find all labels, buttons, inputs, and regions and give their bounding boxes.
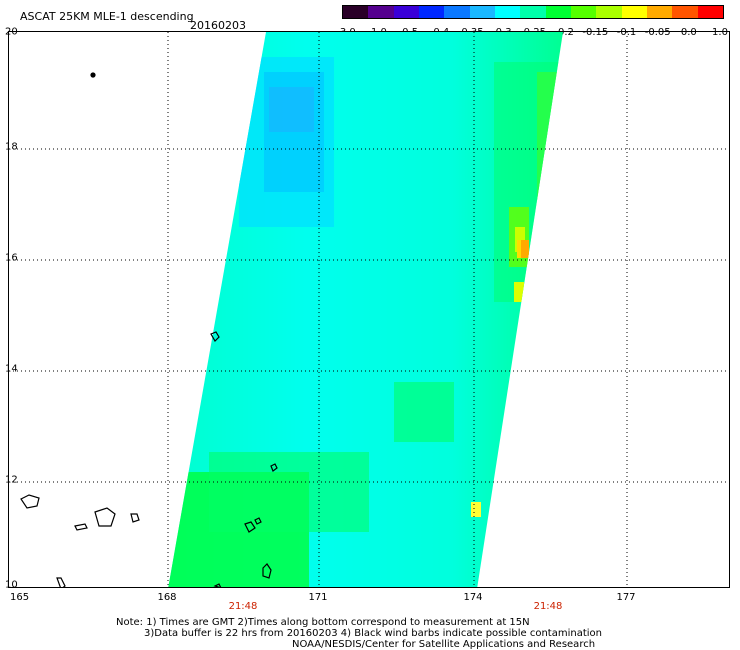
colorbar-label: -0.15 — [582, 27, 609, 38]
lat-label: 18 — [5, 141, 18, 153]
colorbar-label: -0.2 — [554, 27, 574, 38]
colorbar-segment — [545, 6, 571, 18]
pass-time-label: 21:48 — [533, 601, 563, 612]
colorbar-segment — [697, 6, 723, 18]
footnote-line-2: 3)Data buffer is 22 hrs from 20160203 4)… — [144, 628, 602, 639]
map-title: ASCAT 25KM MLE-1 descending — [20, 10, 194, 23]
pass-time-label: 21:48 — [228, 601, 258, 612]
colorbar-segment — [469, 6, 495, 18]
lat-label: 10 — [5, 579, 18, 591]
colorbar-segment — [418, 6, 445, 18]
colorbar-segment — [343, 6, 369, 18]
lat-label: 20 — [5, 26, 18, 38]
colorbar-segment — [596, 6, 622, 18]
colorbar-label: -0.05 — [644, 27, 671, 38]
island-outlines — [20, 72, 278, 587]
colorbar — [342, 5, 724, 19]
map-date: 20160203 — [190, 19, 246, 32]
colorbar-label: 1.0 — [712, 27, 728, 38]
lon-label: 177 — [616, 592, 636, 603]
lon-label: 174 — [463, 592, 483, 603]
colorbar-segment — [393, 6, 419, 18]
lat-label: 14 — [5, 363, 18, 375]
colorbar-segment — [368, 6, 394, 18]
map-plot — [8, 31, 730, 588]
footnote-line-3: NOAA/NESDIS/Center for Satellite Applica… — [292, 639, 596, 650]
lat-label: 12 — [5, 474, 18, 486]
colorbar-segment — [570, 6, 597, 18]
map-svg — [9, 32, 729, 587]
colorbar-segment — [520, 6, 546, 18]
lon-label: 171 — [308, 592, 328, 603]
colorbar-label: 0.0 — [680, 27, 697, 38]
colorbar-segment — [646, 6, 673, 18]
footnote-line-1: Note: 1) Times are GMT 2)Times along bot… — [116, 617, 530, 628]
colorbar-segment — [494, 6, 521, 18]
lat-label: 16 — [5, 252, 18, 264]
satellite-swath — [168, 32, 563, 587]
colorbar-segment — [444, 6, 470, 18]
lon-label: 168 — [157, 592, 177, 603]
colorbar-segment — [621, 6, 647, 18]
colorbar-segment — [672, 6, 698, 18]
grid-lines — [9, 32, 729, 587]
lon-label: 165 — [10, 592, 30, 603]
